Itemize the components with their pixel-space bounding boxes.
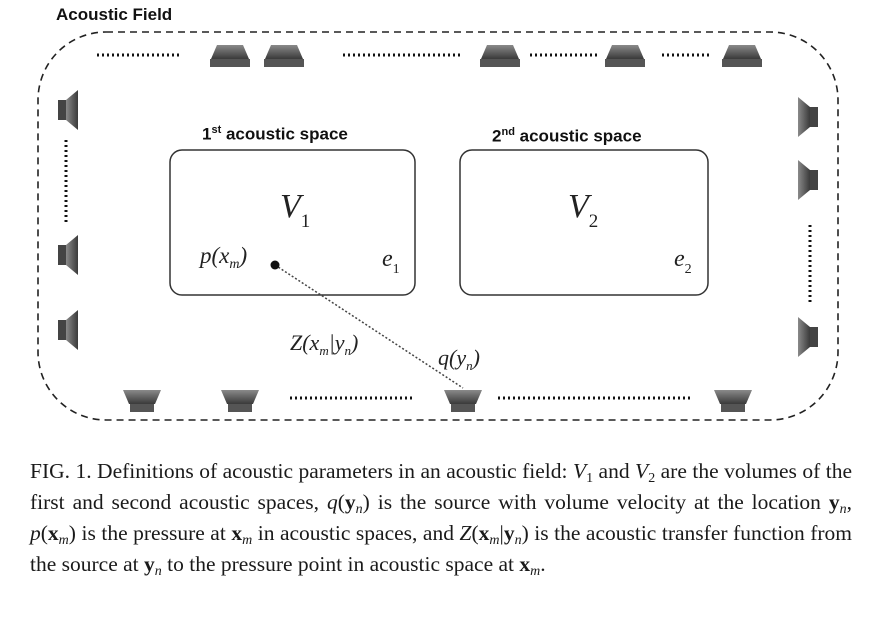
acoustic-field-figure: Acoustic Field — [37, 5, 839, 421]
error1-label: e1 — [382, 246, 400, 277]
speaker-icon — [210, 45, 250, 67]
top-speaker-row — [210, 45, 762, 67]
left-speaker-column — [58, 90, 78, 350]
speaker-icon — [722, 45, 762, 67]
speaker-icon — [264, 45, 304, 67]
transfer-path — [274, 264, 464, 389]
second-acoustic-space — [459, 149, 709, 296]
speaker-icon — [444, 390, 482, 412]
speaker-icon — [714, 390, 752, 412]
pressure-point — [270, 260, 280, 270]
source-label: q(yn) — [438, 345, 480, 373]
bottom-speaker-row — [123, 390, 752, 412]
speaker-icon — [605, 45, 645, 67]
speaker-icon — [123, 390, 161, 412]
speaker-icon — [798, 317, 818, 357]
speaker-icon — [798, 97, 818, 137]
space2-label: 2nd acoustic space — [492, 126, 642, 146]
speaker-icon — [58, 90, 78, 130]
field-diagram — [37, 31, 839, 421]
speaker-icon — [58, 310, 78, 350]
speaker-icon — [58, 235, 78, 275]
speaker-icon — [480, 45, 520, 67]
transfer-function-label: Z(xm|yn) — [290, 330, 359, 358]
pressure-label: p(xm) — [200, 243, 248, 272]
speaker-icon — [798, 160, 818, 200]
volume1-label: V1 — [280, 188, 311, 232]
volume2-label: V2 — [568, 188, 599, 232]
right-speaker-column — [798, 97, 818, 357]
figure-title: Acoustic Field — [56, 5, 173, 24]
figure-caption: FIG. 1. Definitions of acoustic paramete… — [30, 459, 853, 579]
space1-label: 1st acoustic space — [202, 124, 348, 144]
speaker-icon — [221, 390, 259, 412]
first-acoustic-space — [169, 149, 416, 296]
error2-label: e2 — [674, 246, 692, 277]
